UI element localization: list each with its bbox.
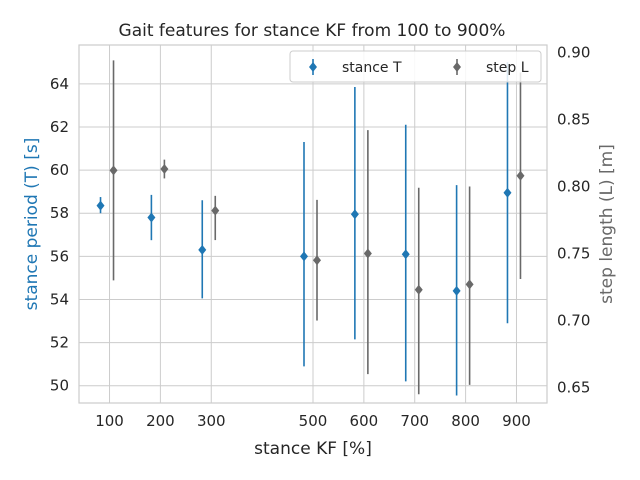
data-point [211, 205, 220, 216]
x-tick-label: 500 [299, 412, 328, 430]
legend-box [289, 50, 542, 83]
y-tick-label-right: 0.85 [557, 110, 590, 128]
legend-marker-diamond [453, 62, 461, 72]
y-tick-label-right: 0.90 [557, 43, 590, 61]
legend: stance T step L [289, 50, 542, 83]
y-tick-label-right: 0.80 [557, 177, 590, 195]
x-tick-label: 300 [197, 412, 226, 430]
y-tick-label-left: 62 [50, 118, 69, 136]
data-point [313, 255, 321, 266]
data-point [516, 170, 525, 181]
series-marks [96, 60, 525, 396]
y-tick-label-right: 0.70 [557, 312, 590, 330]
data-point [350, 209, 359, 220]
x-axis-ticks: 100 200 300 500 600 700 800 900 [95, 412, 531, 430]
x-tick-label: 200 [146, 412, 175, 430]
data-point [96, 200, 105, 211]
y-axis-left-ticks: 50 52 54 56 58 60 62 64 [50, 75, 69, 395]
x-tick-label: 700 [400, 412, 429, 430]
legend-items [309, 59, 461, 75]
y-tick-label-left: 64 [50, 75, 69, 93]
x-tick-label: 900 [502, 412, 531, 430]
y-tick-label-left: 54 [50, 290, 69, 308]
data-point [465, 279, 474, 290]
series-step-l [109, 60, 525, 395]
x-tick-label: 800 [451, 412, 480, 430]
legend-marker-diamond [309, 62, 317, 72]
plot-frame [78, 44, 548, 404]
data-point [160, 164, 169, 175]
legend-label-step-l: step L [486, 60, 529, 76]
data-point [363, 248, 372, 259]
data-point [414, 284, 423, 295]
data-point [503, 187, 512, 198]
x-axis-label: stance KF [%] [254, 439, 372, 459]
y-axis-right-ticks: 0.65 0.70 0.75 0.80 0.85 0.90 [557, 43, 590, 396]
data-point [198, 244, 207, 255]
data-point [300, 251, 308, 262]
data-point [147, 212, 156, 223]
y-tick-label-left: 50 [50, 377, 69, 395]
data-point [109, 165, 118, 176]
x-tick-label: 100 [95, 412, 124, 430]
data-point [401, 249, 410, 260]
y-tick-label-right: 0.75 [557, 244, 590, 262]
chart-title: Gait features for stance KF from 100 to … [119, 21, 506, 41]
legend-label-stance-t: stance T [342, 60, 402, 76]
y-tick-label-left: 58 [50, 204, 69, 222]
y-tick-label-right: 0.65 [557, 379, 590, 397]
series-stance-t [96, 62, 512, 396]
x-tick-label: 600 [350, 412, 379, 430]
y-axis-right-label: step length (L) [m] [597, 144, 617, 304]
data-point [452, 285, 461, 296]
y-tick-label-left: 56 [50, 247, 69, 265]
y-axis-left-label: stance period (T) [s] [22, 138, 42, 311]
y-tick-label-left: 60 [50, 161, 69, 179]
y-tick-label-left: 52 [50, 334, 69, 352]
